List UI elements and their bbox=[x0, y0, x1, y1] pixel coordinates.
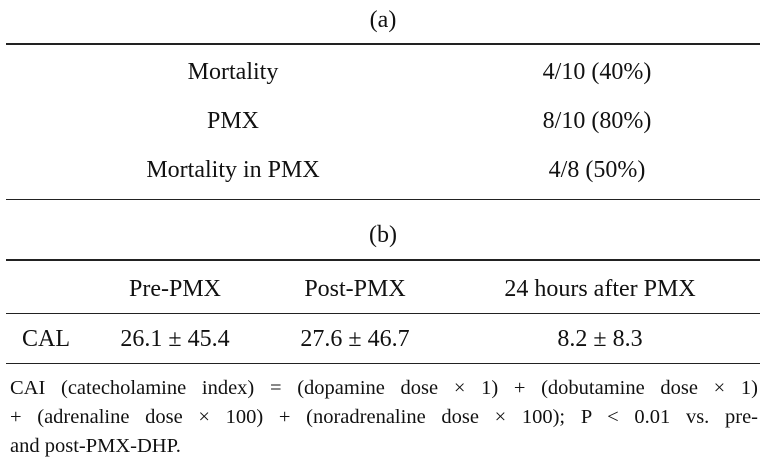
table-a-top-rule bbox=[6, 43, 760, 45]
table-b-bottom-rule bbox=[6, 363, 760, 364]
footnote-line-1: CAI (catecholamine index) = (dopamine do… bbox=[10, 377, 758, 399]
table-footnote: CAI (catecholamine index) = (dopamine do… bbox=[10, 374, 758, 461]
table-a-row-2-label: PMX bbox=[206, 108, 260, 134]
table-b-top-rule bbox=[6, 259, 760, 261]
table-a-row-2-value: 8/10 (80%) bbox=[542, 108, 652, 134]
footnote-line-3: and post-PMX-DHP. bbox=[10, 435, 181, 457]
table-b-caption: (b) bbox=[369, 222, 397, 248]
table-a-bottom-rule bbox=[6, 199, 760, 200]
table-a-row-3-label: Mortality in PMX bbox=[146, 157, 320, 183]
table-b-header-24h-after-pmx: 24 hours after PMX bbox=[504, 276, 696, 302]
table-a-caption: (a) bbox=[369, 7, 397, 33]
table-b-header-rule bbox=[6, 313, 760, 314]
table-b-row-label: CAL bbox=[22, 326, 70, 352]
table-a-row-1-label: Mortality bbox=[187, 59, 279, 85]
footnote-line-2: + (adrenaline dose × 100) + (noradrenali… bbox=[10, 406, 758, 428]
table-a-row-3-value: 4/8 (50%) bbox=[548, 157, 646, 183]
table-b-cell-post-pmx: 27.6 ± 46.7 bbox=[300, 326, 410, 352]
table-b-cell-24h-after-pmx: 8.2 ± 8.3 bbox=[557, 326, 643, 352]
table-a-row-1-value: 4/10 (40%) bbox=[542, 59, 652, 85]
table-b-header-pre-pmx: Pre-PMX bbox=[128, 276, 222, 302]
table-b-header-post-pmx: Post-PMX bbox=[304, 276, 406, 302]
table-b-cell-pre-pmx: 26.1 ± 45.4 bbox=[120, 326, 230, 352]
